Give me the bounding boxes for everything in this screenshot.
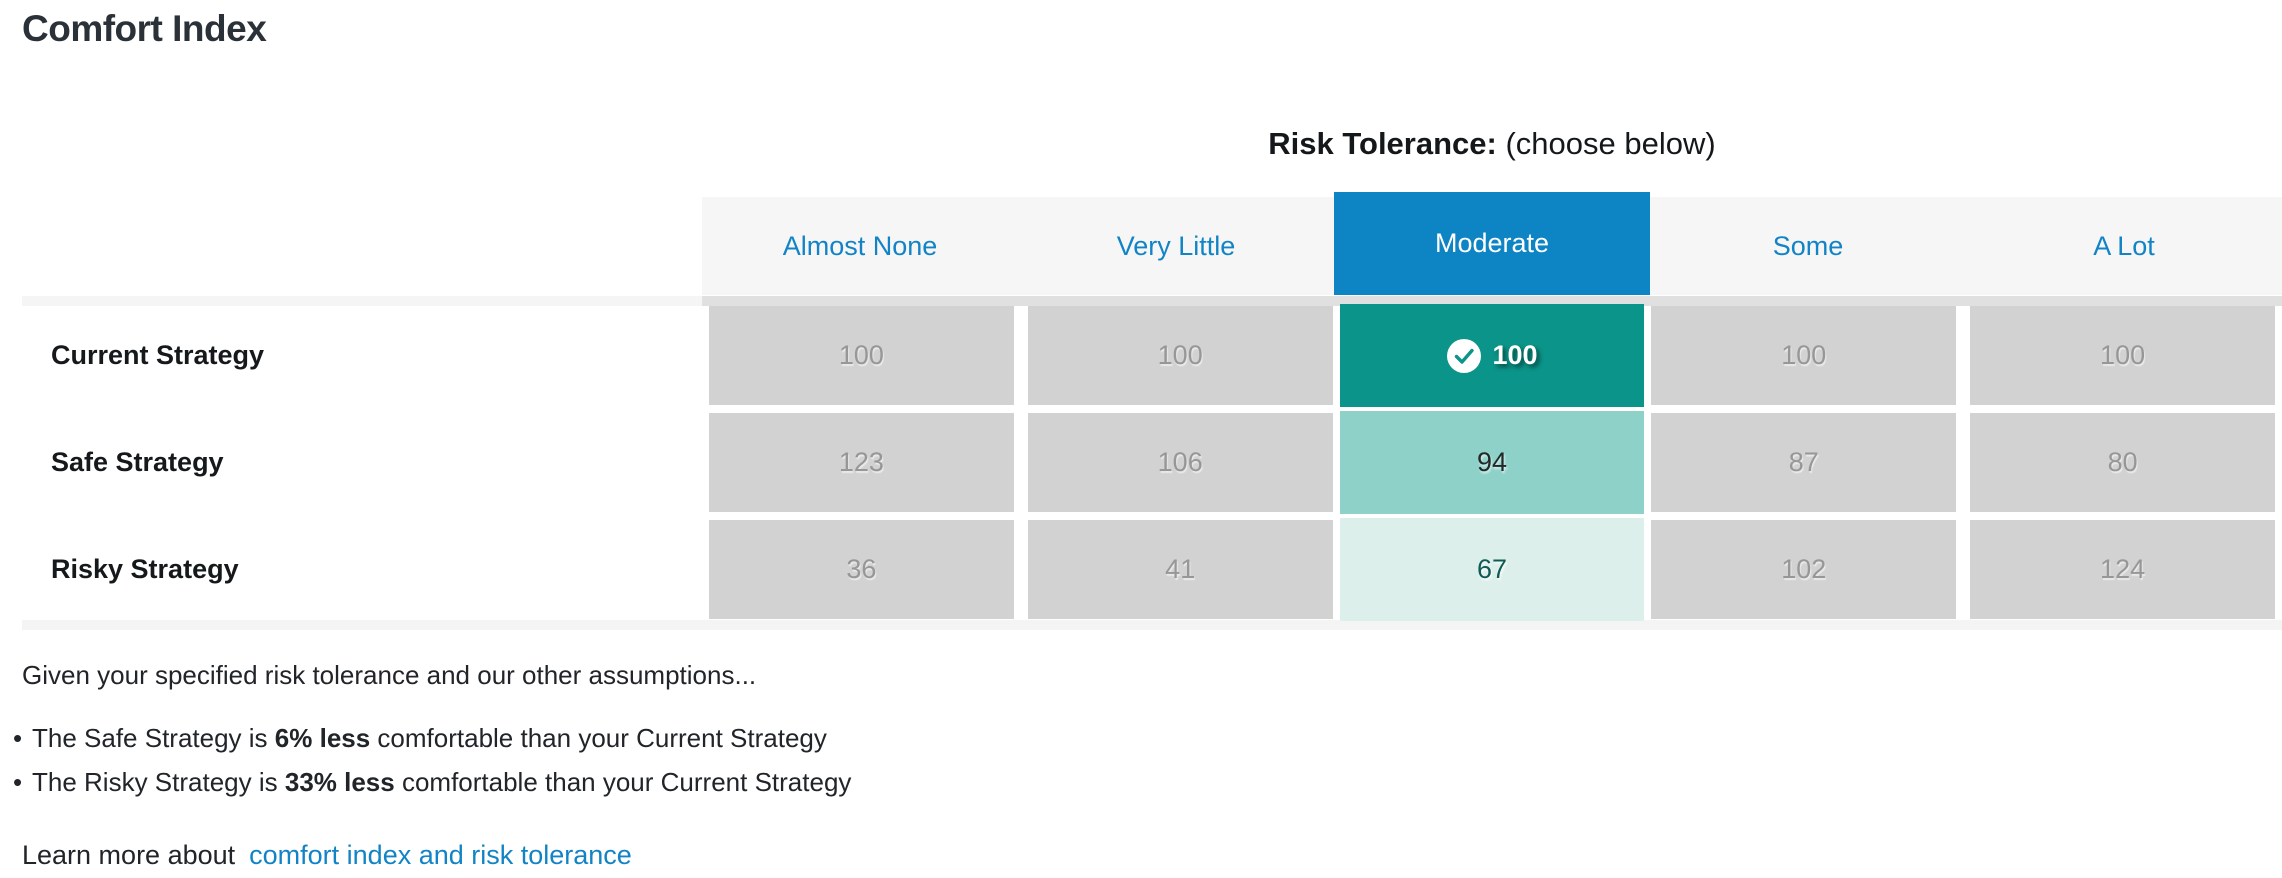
risk-tolerance-option-some[interactable]: Some [1772,230,1844,261]
risk-tolerance-label: Risk Tolerance: [1268,126,1497,161]
comfort-cell: 106 [1027,413,1333,512]
comfort-cell: 100 [1651,306,1957,405]
comfort-cell: 94 [1339,411,1645,514]
row-divider-top [22,296,2282,306]
comfort-cell: 100 [1339,304,1645,407]
risk-tolerance-option-moderate[interactable]: Moderate [1334,192,1650,295]
comfort-cell: 100 [709,306,1014,405]
row-label-current-strategy: Current Strategy [51,340,265,370]
comparison-bullet-list: The Safe Strategy is 6% less comfortable… [13,716,851,804]
row-cells: 100 100 100 100 100 [702,304,2282,407]
comfort-cell: 67 [1339,518,1645,621]
comfort-cell: 41 [1027,520,1333,619]
risk-tolerance-option-very-little[interactable]: Very Little [1116,230,1236,261]
table-row: Safe Strategy 123 106 94 87 80 [0,411,2282,514]
table-row: Current Strategy 100 100 100 100 100 [0,304,2282,407]
risk-tolerance-option-almost-none[interactable]: Almost None [782,230,938,261]
row-cells: 36 41 67 102 124 [702,518,2282,621]
row-label-risky-strategy: Risky Strategy [51,554,239,584]
row-label-safe-strategy: Safe Strategy [51,447,224,477]
learn-more-row: Learn more about comfort index and risk t… [22,840,632,871]
row-cells: 123 106 94 87 80 [702,411,2282,514]
comfort-cell: 87 [1651,413,1957,512]
risk-tolerance-option-a-lot[interactable]: A Lot [2093,230,2155,261]
comfort-cell: 100 [1970,306,2275,405]
comfort-cell: 100 [1027,306,1333,405]
row-divider-bottom [22,620,2282,630]
comfort-cell: 124 [1970,520,2275,619]
cell-value: 100 [1492,340,1538,370]
comfort-index-table: Current Strategy 100 100 100 100 100 Safe Stra… [0,304,2282,627]
comfort-cell: 102 [1651,520,1957,619]
risk-tolerance-header-row: Almost None Very Little Moderate Some A Lot [702,192,2282,295]
check-circle-icon [1446,338,1482,374]
table-row: Risky Strategy 36 41 67 102 124 [0,518,2282,621]
assumptions-intro: Given your specified risk tolerance and … [22,660,757,690]
row-divider-top-table [702,296,2282,306]
comfort-cell: 123 [709,413,1014,512]
risk-tolerance-hint: (choose below) [1496,126,1716,161]
comfort-index-link[interactable]: comfort index and risk tolerance [249,840,632,870]
comfort-cell: 80 [1970,413,2275,512]
comparison-bullet: The Safe Strategy is 6% less comfortable… [13,716,851,760]
comfort-cell: 36 [709,520,1014,619]
page-title: Comfort Index [22,8,267,49]
risk-tolerance-heading: Risk Tolerance: (choose below) [702,126,2282,162]
learn-more-label: Learn more about [22,840,236,870]
comparison-bullet: The Risky Strategy is 33% less comfortab… [13,760,851,804]
